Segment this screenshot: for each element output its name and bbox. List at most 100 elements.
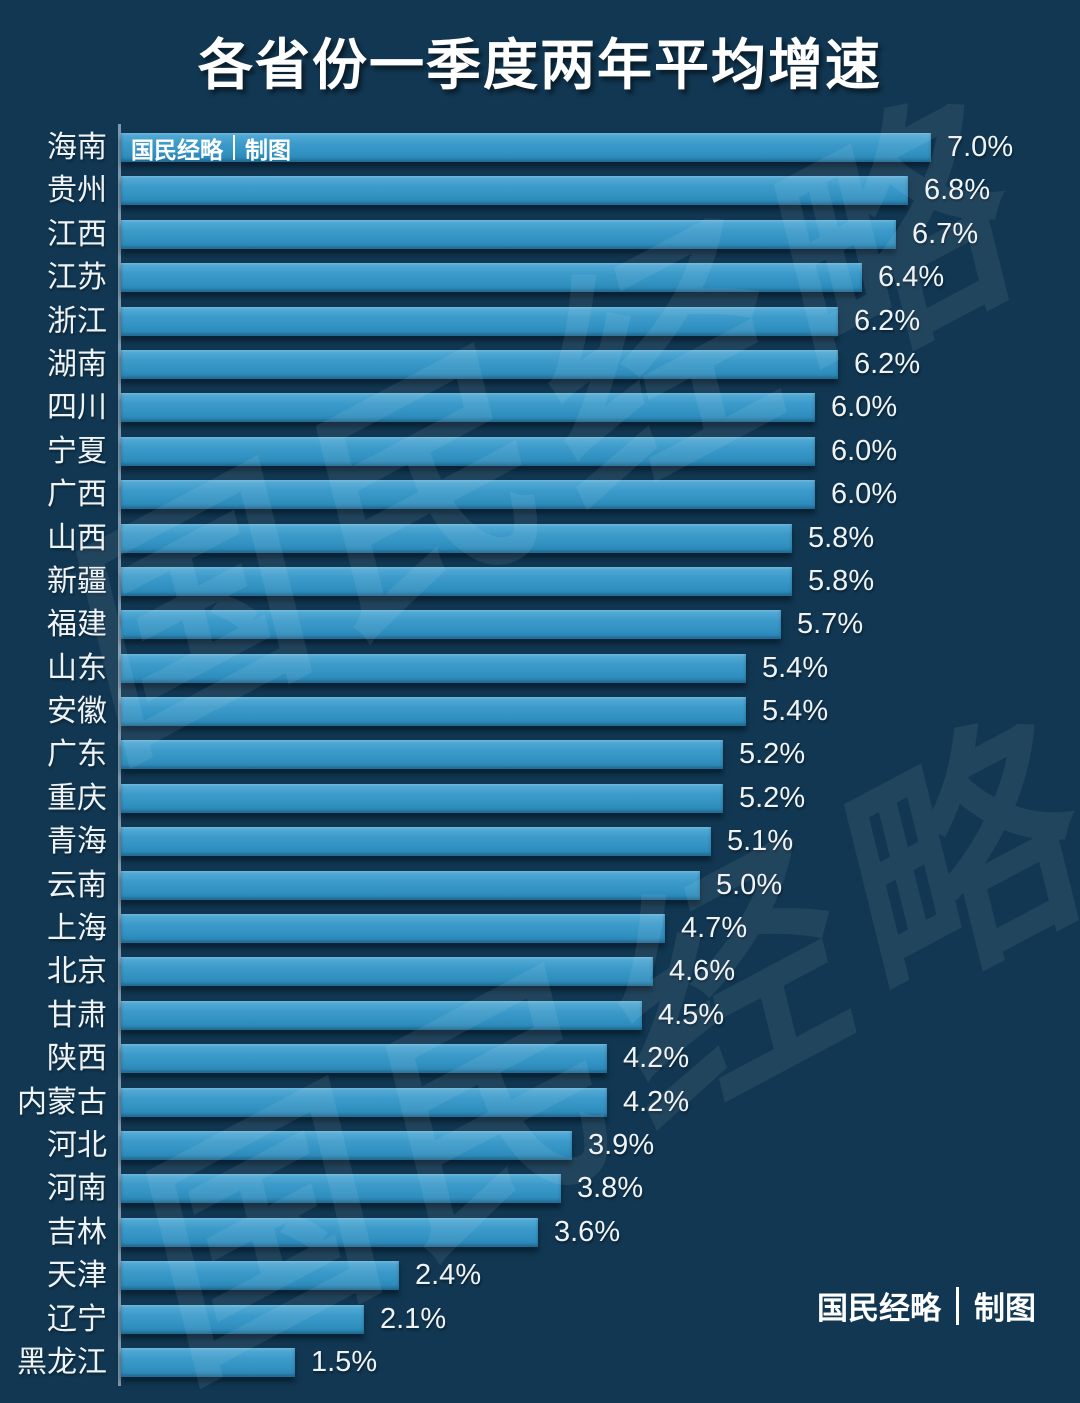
chart-row: 安徽 5.4% <box>0 690 1080 733</box>
bar-track: 5.8% <box>118 560 1080 603</box>
value-label: 4.5% <box>658 998 725 1031</box>
bar-北京 <box>121 957 653 987</box>
bar-track: 4.2% <box>118 1081 1080 1124</box>
value-label: 5.8% <box>808 521 875 554</box>
bar-track: 6.2% <box>118 343 1080 386</box>
value-label: 5.2% <box>739 781 806 814</box>
value-label: 5.1% <box>727 825 794 858</box>
province-label: 江西 <box>47 217 107 251</box>
value-label: 3.6% <box>554 1215 621 1248</box>
province-label: 黑龙江 <box>17 1345 107 1379</box>
value-label: 5.8% <box>808 564 875 597</box>
chart-row: 广东 5.2% <box>0 733 1080 776</box>
chart-row: 青海 5.1% <box>0 820 1080 863</box>
bar-track: 5.2% <box>118 777 1080 820</box>
bar-track: 5.4% <box>118 647 1080 690</box>
bar-track: 3.8% <box>118 1167 1080 1210</box>
bar-广东 <box>121 740 723 770</box>
bar-江苏 <box>121 263 862 293</box>
chart-row: 内蒙古 4.2% <box>0 1081 1080 1124</box>
bar-track: 4.5% <box>118 994 1080 1037</box>
value-label: 5.7% <box>797 608 864 641</box>
bar-track: 5.7% <box>118 603 1080 646</box>
credit-bottom-right: 国民经略 制图 <box>817 1283 1036 1328</box>
value-label: 5.0% <box>716 868 783 901</box>
bar-河北 <box>121 1130 572 1160</box>
province-label: 陕西 <box>47 1042 107 1076</box>
chart-row: 浙江 6.2% <box>0 300 1080 343</box>
province-label: 北京 <box>47 955 107 989</box>
province-label: 河北 <box>47 1128 107 1162</box>
chart-row: 福建 5.7% <box>0 603 1080 646</box>
province-label: 山西 <box>47 521 107 555</box>
chart-row: 贵州 6.8% <box>0 169 1080 212</box>
province-label: 海南 <box>47 131 107 164</box>
value-label: 6.0% <box>831 478 898 511</box>
bar-宁夏 <box>121 436 815 466</box>
bar-四川 <box>121 393 815 423</box>
value-label: 5.4% <box>762 695 829 728</box>
bar-chart: 海南 国民经略 制图 7.0% 贵州 6.8% 江西 6.7% 江苏 6.4% 浙江 6.2% 湖南 6.… <box>0 126 1080 1384</box>
bar-海南: 国民经略 制图 <box>121 133 931 164</box>
value-label: 6.0% <box>831 391 898 424</box>
credit-brand: 国民经略 <box>131 136 223 164</box>
chart-row: 重庆 5.2% <box>0 777 1080 820</box>
province-label: 内蒙古 <box>17 1085 107 1119</box>
bar-track: 4.2% <box>118 1037 1080 1080</box>
bar-吉林 <box>121 1217 538 1247</box>
province-label: 福建 <box>47 608 107 642</box>
province-label: 浙江 <box>47 304 107 338</box>
bar-track: 2.4% <box>118 1254 1080 1297</box>
value-label: 6.7% <box>912 217 979 250</box>
province-label: 河南 <box>47 1172 107 1206</box>
credit-brand: 国民经略 <box>817 1291 941 1327</box>
chart-row: 湖南 6.2% <box>0 343 1080 386</box>
province-label: 广西 <box>47 478 107 512</box>
province-label: 青海 <box>47 825 107 859</box>
value-label: 6.8% <box>924 174 991 207</box>
bar-track: 6.0% <box>118 473 1080 516</box>
province-label: 云南 <box>47 868 107 902</box>
credit-label: 制图 <box>245 136 291 164</box>
value-label: 3.9% <box>588 1128 655 1161</box>
bar-河南 <box>121 1174 561 1204</box>
bar-新疆 <box>121 566 792 596</box>
bar-安徽 <box>121 697 746 727</box>
value-label: 1.5% <box>311 1345 378 1378</box>
bar-track: 6.2% <box>118 300 1080 343</box>
province-label: 江苏 <box>47 261 107 295</box>
bar-云南 <box>121 870 700 900</box>
bar-track: 5.1% <box>118 820 1080 863</box>
credit-divider-line <box>956 1286 959 1325</box>
bar-track: 3.6% <box>118 1211 1080 1254</box>
credit-label: 制图 <box>974 1291 1036 1327</box>
chart-row: 江西 6.7% <box>0 213 1080 256</box>
bar-内蒙古 <box>121 1087 607 1117</box>
chart-row: 新疆 5.8% <box>0 560 1080 603</box>
bar-track: 3.9% <box>118 1124 1080 1167</box>
chart-row: 宁夏 6.0% <box>0 430 1080 473</box>
bar-track: 5.2% <box>118 733 1080 776</box>
bar-track: 6.7% <box>118 213 1080 256</box>
chart-row: 河南 3.8% <box>0 1167 1080 1210</box>
chart-row: 辽宁 2.1% <box>0 1298 1080 1341</box>
value-label: 6.0% <box>831 434 898 467</box>
chart-row: 山西 5.8% <box>0 517 1080 560</box>
bar-青海 <box>121 827 711 857</box>
chart-row: 黑龙江 1.5% <box>0 1341 1080 1384</box>
value-label: 2.1% <box>380 1302 447 1335</box>
y-axis-line <box>118 124 121 1386</box>
province-label: 宁夏 <box>47 434 107 468</box>
bar-track: 4.7% <box>118 907 1080 950</box>
bar-track: 6.0% <box>118 430 1080 473</box>
chart-row: 江苏 6.4% <box>0 256 1080 299</box>
bar-江西 <box>121 219 896 249</box>
value-label: 7.0% <box>947 131 1014 163</box>
province-label: 广东 <box>47 738 107 772</box>
bar-上海 <box>121 914 665 944</box>
bar-湖南 <box>121 349 838 379</box>
chart-row: 天津 2.4% <box>0 1254 1080 1297</box>
chart-row: 北京 4.6% <box>0 950 1080 993</box>
credit-inline: 国民经略 制图 <box>131 133 291 164</box>
province-label: 四川 <box>47 391 107 425</box>
